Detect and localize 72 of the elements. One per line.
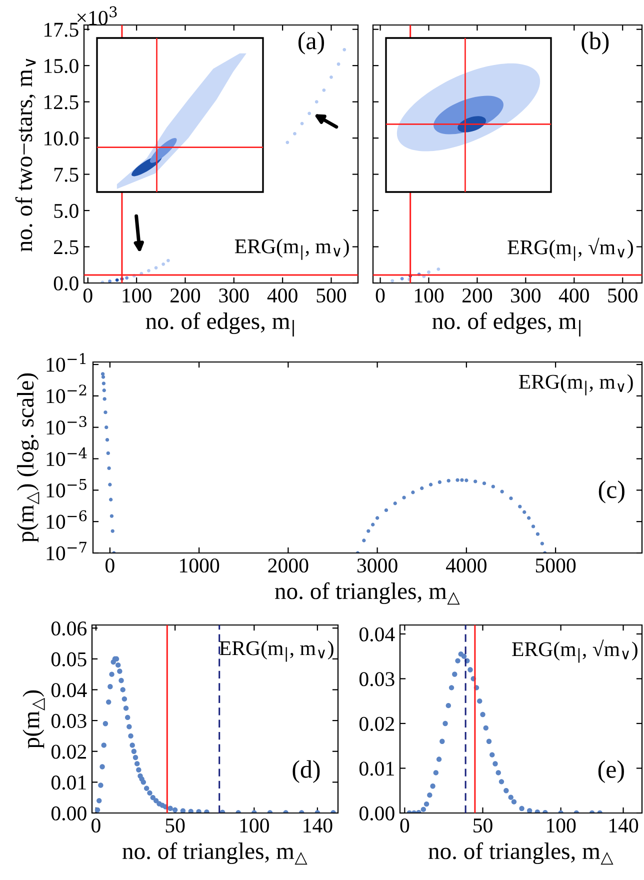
text: ×10$^{3}$ [77,6,117,25]
x-tick-label: 100 [547,818,576,833]
y-tick-label: 0.02 [51,744,86,759]
x-axis-title: no. of triangles, m$_{△}$ [122,842,308,865]
x-tick-label: 0 [92,818,100,833]
x-axis-title: no. of edges, m$_{|}$ [432,312,580,337]
x-tick-label: 0 [400,818,410,833]
annotation: (e) [598,760,624,783]
annotation: ERG(m$_{|}$, m$_{∨}$) [219,640,334,662]
y-tick-label: 0.03 [359,672,394,686]
x-axis-title: no. of triangles, m$_{△}$ [275,582,460,605]
y-tick-label: 5.0 [54,204,78,218]
x-tick-label: 100 [122,288,152,303]
x-tick-label: 400 [267,288,298,303]
annotation: (a) [298,32,324,54]
y-axis-title: no. of two−stars, m$_{∨}$ [15,58,36,252]
y-tick-label: 0.0 [54,276,78,291]
x-tick-label: 500 [608,288,638,303]
y-tick-label: 0.00 [51,806,86,821]
annotation: (d) [292,760,320,783]
x-tick-label: 100 [414,288,444,303]
y-tick-label: 10$^{−2}$ [46,384,86,404]
annotation: ERG(m$_{|}$, m$_{∨}$) [234,238,349,260]
x-tick-label: 0 [106,558,114,573]
y-tick-label: 10$^{−3}$ [46,416,86,435]
annotation: ERG(m$_{|}$, m$_{∨}$) [518,374,633,396]
annotation: (b) [582,32,609,54]
y-tick-label: 0.01 [359,762,394,776]
x-tick-label: 300 [219,288,249,303]
y-tick-label: 0.02 [359,716,394,731]
x-tick-label: 1000 [180,558,220,573]
y-tick-label: 10$^{−4}$ [46,447,87,466]
x-tick-label: 2000 [268,558,308,573]
y-tick-label: 0.00 [359,806,394,821]
x-tick-label: 50 [166,818,185,833]
y-tick-label: 10$^{−7}$ [46,542,86,560]
y-tick-label: 0.01 [51,776,86,790]
x-tick-label: 0 [376,288,385,303]
x-tick-label: 0 [83,288,92,303]
annotation: ERG(m$_{|}$, √m$_{∨}$) [512,640,638,663]
y-tick-label: 2.5 [54,240,78,254]
y-tick-label: 10$^{−1}$ [46,353,86,372]
x-tick-label: 3000 [357,558,398,573]
y-tick-label: 17.5 [44,22,78,37]
y-tick-label: 15.0 [44,58,78,74]
y-tick-label: 7.5 [54,168,78,182]
y-tick-label: 0.04 [51,683,87,698]
y-tick-label: 10$^{−5}$ [46,479,86,498]
annotation: (c) [598,480,624,504]
y-tick-label: 12.5 [44,95,78,110]
x-tick-label: 140 [304,818,332,833]
y-tick-label: 0.05 [51,652,86,666]
y-axis-title: p(m$_{△}$) [22,690,45,748]
y-tick-label: 0.03 [51,714,86,728]
x-tick-label: 200 [462,288,492,303]
x-tick-label: 400 [558,288,589,303]
x-axis-title: no. of edges, m$_{|}$ [146,312,294,337]
y-tick-label: 10$^{−6}$ [46,510,87,529]
x-tick-label: 4000 [446,558,486,573]
y-axis-title: p(m$_{△}$) (log. scale) [17,373,40,542]
annotation: ERG(m$_{|}$, √m$_{∨}$) [508,238,633,261]
x-tick-label: 50 [474,818,492,833]
x-tick-label: 200 [170,288,200,303]
x-tick-label: 100 [240,818,269,833]
x-axis-title: no. of triangles, m$_{△}$ [428,842,614,865]
x-tick-label: 5000 [536,558,576,573]
x-tick-label: 300 [511,288,541,303]
x-tick-label: 140 [609,818,638,833]
y-tick-label: 0.04 [359,627,395,642]
x-tick-label: 500 [316,288,346,303]
y-tick-label: 10.0 [44,131,78,146]
y-tick-label: 0.06 [51,621,87,636]
